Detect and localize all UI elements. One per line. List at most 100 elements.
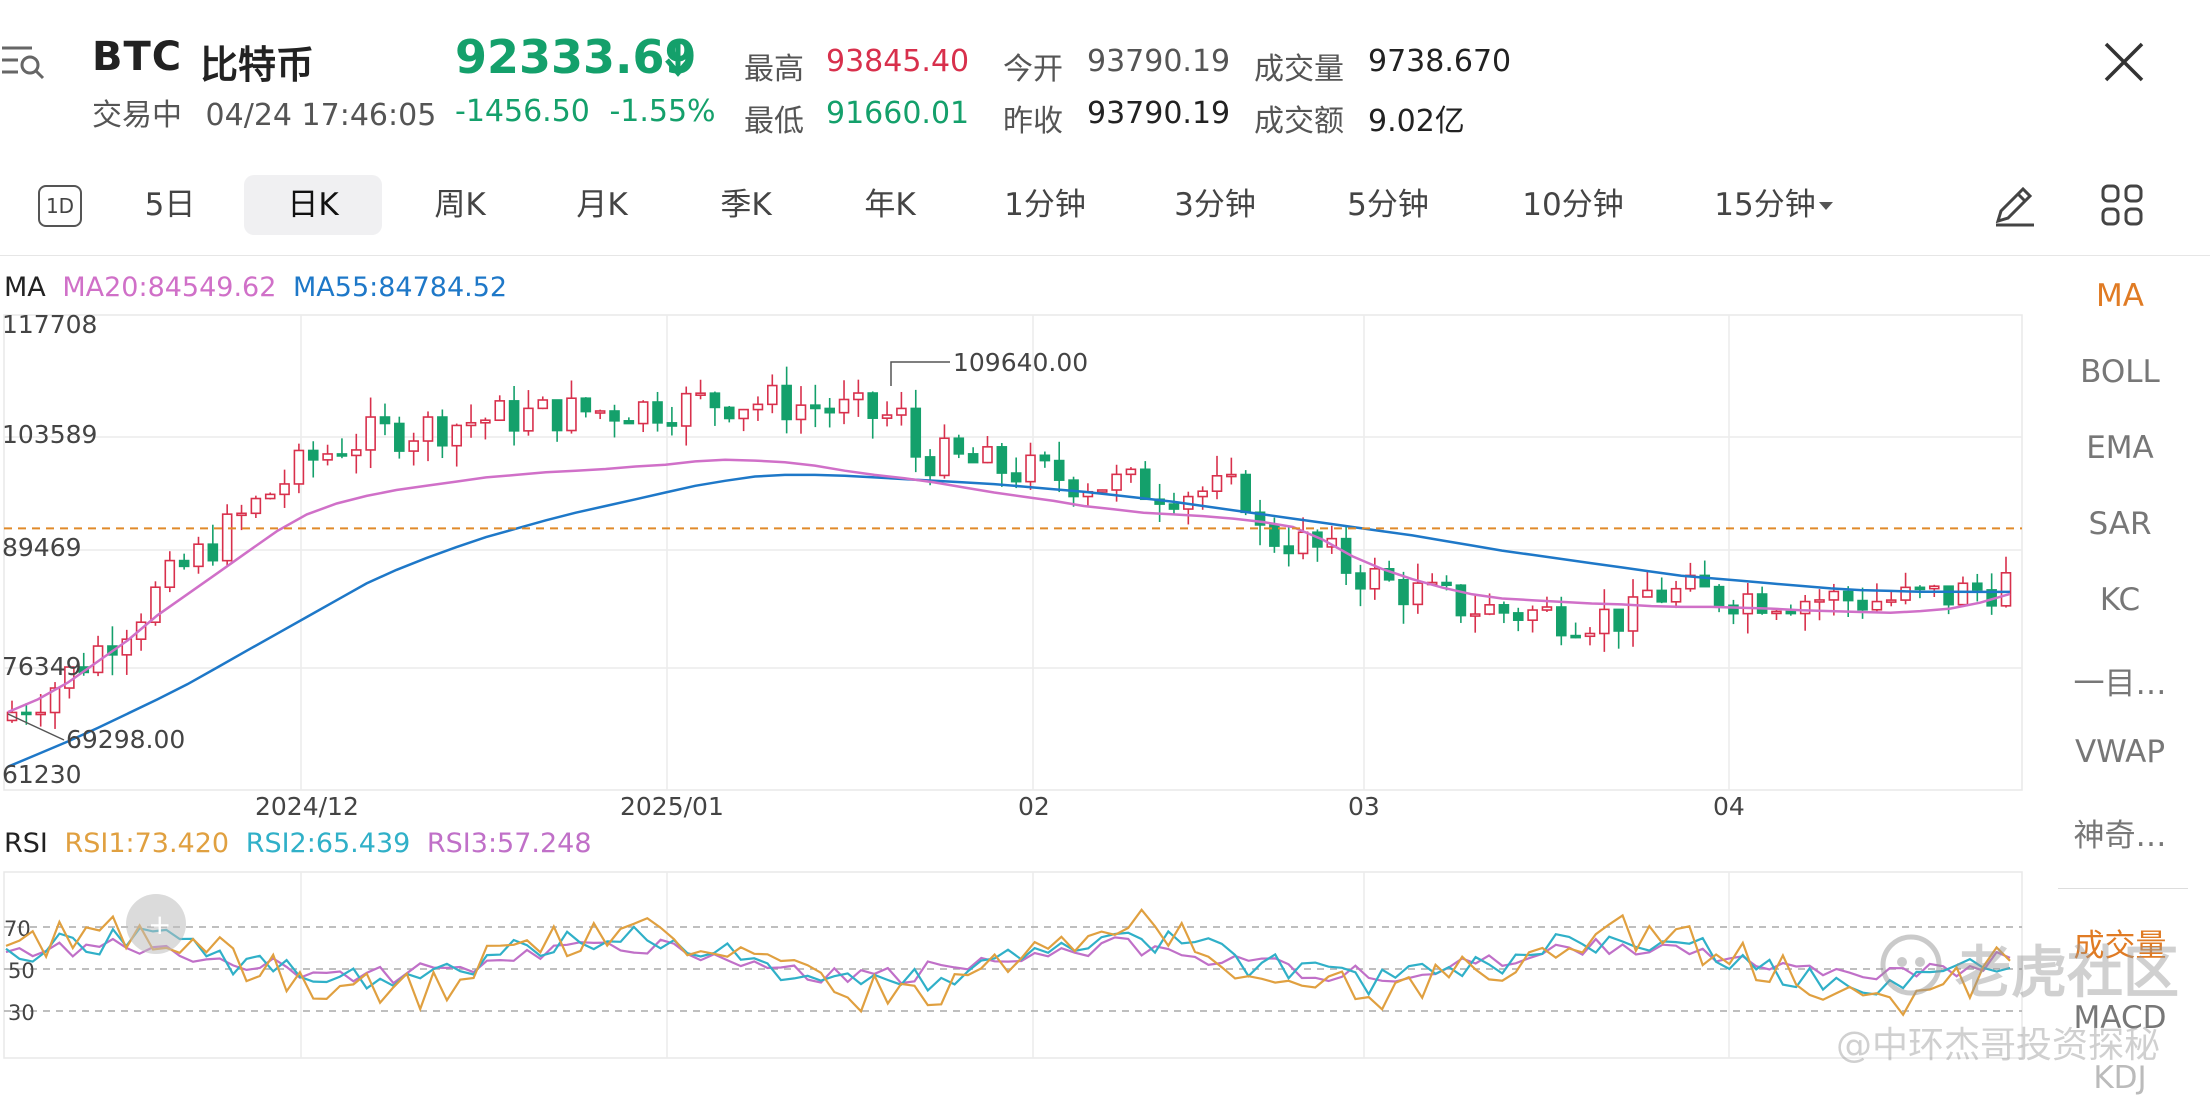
asset-name: 比特币 (200, 43, 315, 87)
candle (594, 410, 606, 414)
high-label: 最高 (744, 52, 804, 87)
y-tick-5: 61230 (2, 760, 82, 789)
dropdown-caret-icon[interactable] (1818, 200, 1834, 212)
candle (480, 419, 491, 424)
candle (365, 416, 376, 451)
candle (1512, 612, 1524, 621)
indicator-vwap[interactable]: VWAP (2074, 734, 2166, 770)
candle (1555, 606, 1567, 637)
candle (1197, 490, 1208, 498)
indicator-magic[interactable]: 神奇… (2073, 818, 2167, 854)
y-tick-3: 89469 (2, 533, 82, 562)
candle (2000, 572, 2012, 607)
rsi-chart[interactable]: 70 50 30 + (0, 868, 2030, 1068)
candle (551, 399, 563, 432)
indicator-volume[interactable]: 成交量 (2073, 928, 2167, 964)
indicator-boll[interactable]: BOLL (2080, 354, 2160, 390)
candle (293, 449, 305, 485)
rsi1-line (5, 908, 2011, 1017)
tab-quarterly-k[interactable]: 季K (720, 187, 772, 223)
candle (1785, 610, 1797, 615)
indicator-ma[interactable]: MA (2096, 278, 2144, 314)
tab-1min[interactable]: 1分钟 (1004, 187, 1086, 223)
prev-close-label: 昨收 (1003, 104, 1063, 139)
menu-search-icon[interactable] (0, 40, 48, 84)
rsi-legend: RSI RSI1:73.420 RSI2:65.439 RSI3:57.248 (4, 828, 592, 859)
candle (437, 416, 448, 447)
grid-layout-icon[interactable] (2100, 183, 2144, 227)
tab-3min[interactable]: 3分钟 (1174, 187, 1256, 223)
tab-weekly-k[interactable]: 周K (434, 187, 486, 223)
candle (1900, 586, 1911, 601)
candle (637, 401, 649, 425)
candle (1283, 545, 1295, 555)
candle (221, 513, 233, 562)
tab-monthly-k[interactable]: 月K (576, 187, 628, 223)
candle (1842, 590, 1854, 602)
crosshair-plus-icon: + (148, 908, 171, 941)
candle (695, 392, 706, 396)
trading-status: 交易中 04/24 17:46:05 (92, 90, 436, 134)
amount-label: 成交额 (1254, 104, 1344, 139)
close-icon[interactable] (2100, 38, 2148, 86)
candle (924, 456, 936, 477)
indicator-macd[interactable]: MACD (2073, 1000, 2167, 1036)
candlestick-chart[interactable]: 117708 103589 89469 76349 61230 109640.0… (0, 310, 2030, 820)
tab-5d[interactable]: 5日 (144, 187, 196, 223)
candle (609, 410, 620, 422)
tab-10min[interactable]: 10分钟 (1522, 187, 1624, 223)
candle (35, 711, 46, 716)
rsi-level-30: 30 (8, 1001, 35, 1025)
candle (566, 397, 577, 432)
candle (49, 687, 61, 714)
candle (953, 437, 965, 455)
candle (207, 543, 219, 562)
candle (1728, 604, 1739, 615)
candle (752, 403, 764, 411)
pencil-draw-icon[interactable] (1990, 181, 2038, 229)
tiger-logo-icon (1876, 930, 1946, 1000)
candle (1699, 574, 1711, 588)
candle (1871, 600, 1883, 611)
candle (1656, 589, 1668, 603)
candle (1125, 468, 1137, 476)
indicator-kc[interactable]: KC (2099, 582, 2141, 618)
candle (1742, 593, 1754, 615)
candle (1584, 632, 1596, 638)
tab-yearly-k[interactable]: 年K (864, 187, 916, 223)
indicator-ichimoku[interactable]: 一目… (2073, 666, 2167, 702)
indicator-ema[interactable]: EMA (2086, 430, 2154, 466)
ma20-line (7, 458, 2011, 714)
candle (1771, 610, 1782, 615)
candle (422, 416, 434, 442)
rsi2-legend: RSI2:65.439 (245, 828, 411, 859)
candle (264, 493, 276, 500)
volume-label: 成交量 (1254, 52, 1344, 87)
rsi2-line (5, 925, 2011, 997)
candle (1857, 599, 1868, 611)
candle (824, 407, 835, 414)
indicator-panel: MA BOLL EMA SAR KC 一目… VWAP 神奇… 成交量 MACD… (2040, 260, 2210, 1096)
watermark-brand: 老虎社区 (1955, 941, 2179, 1006)
indicator-sar[interactable]: SAR (2088, 506, 2152, 542)
tab-daily-k[interactable]: 日K (244, 175, 382, 235)
candle (193, 543, 204, 568)
candle (1068, 479, 1079, 498)
ma55-line (7, 473, 2010, 768)
candle (350, 449, 362, 457)
candle (709, 392, 721, 409)
candle (1111, 473, 1122, 491)
crosshair-toggle-button[interactable] (126, 894, 186, 954)
rsi-level-70: 70 (4, 917, 31, 941)
one-day-button[interactable]: 1D (38, 185, 82, 227)
max-price-label: 109640.00 (953, 348, 1088, 377)
candle (279, 483, 290, 496)
candle (1297, 531, 1309, 555)
tab-5min[interactable]: 5分钟 (1347, 187, 1429, 223)
candle (738, 408, 749, 420)
change-percent: -1.55% (609, 94, 716, 129)
candle (121, 638, 133, 656)
candle (178, 559, 190, 568)
candle (508, 400, 520, 432)
tab-15min[interactable]: 15分钟 (1714, 187, 1816, 223)
